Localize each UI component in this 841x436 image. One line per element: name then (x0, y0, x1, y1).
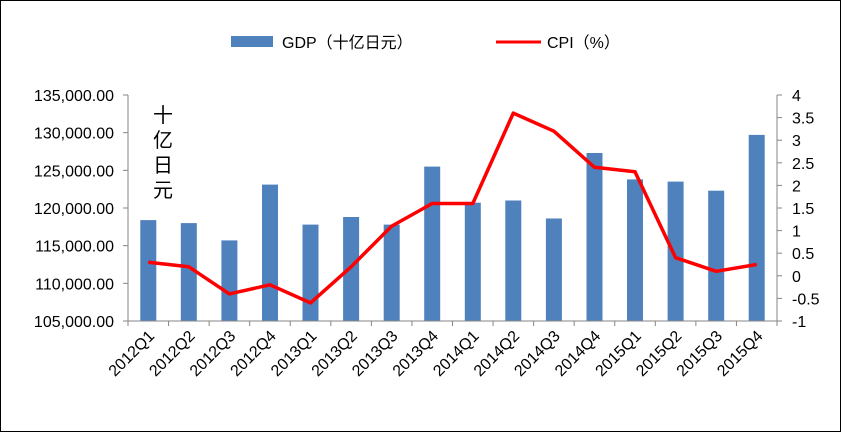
y-left-tick-label: 135,000.00 (34, 88, 114, 105)
gdp-bar (424, 166, 441, 321)
y-left-tick-label: 110,000.00 (35, 276, 114, 293)
gdp-bar (221, 240, 238, 321)
y-left-tick-label: 115,000.00 (35, 239, 114, 256)
cpi-line-group (148, 111, 757, 305)
y-right-tick-label: 3 (792, 133, 801, 150)
y-right-tick-label: 4 (792, 88, 801, 105)
y-right-tick-label: -0.5 (792, 291, 820, 308)
gdp-bar (708, 190, 725, 321)
legend: GDP（十亿日元） CPI（%） (231, 34, 620, 52)
y-left-tick-label: 130,000.00 (34, 126, 114, 143)
gdp-bar (140, 220, 157, 321)
y-right-tick-label: 3.5 (792, 111, 814, 128)
gdp-bar (180, 223, 197, 321)
y-right-tick-label: 2 (792, 178, 801, 195)
y-right-tick-label: 1.5 (792, 201, 814, 218)
gdp-bar (302, 224, 319, 321)
y-right-tick-label: 2.5 (792, 156, 814, 173)
y-right-tick-label: -1 (792, 314, 806, 331)
y-left-tick-label: 125,000.00 (34, 163, 114, 180)
gdp-bar (262, 184, 278, 321)
y-right-tick-label: 0.5 (792, 246, 814, 263)
unit-char: 亿 (153, 128, 173, 152)
legend-gdp-label: GDP（十亿日元） (282, 34, 413, 52)
legend-gdp-swatch (231, 36, 273, 47)
y-right-tick-label: 1 (792, 224, 801, 241)
y-right-tick-label: 0 (792, 269, 801, 286)
gdp-bar (627, 179, 643, 321)
gdp-bar (667, 181, 684, 321)
gdp-bar (505, 200, 522, 321)
gdp-bar (383, 224, 400, 321)
x-tick-label: 2015Q4 (714, 328, 766, 380)
unit-char: 元 (153, 178, 173, 202)
gdp-bar (464, 202, 481, 321)
cpi-line (148, 111, 757, 305)
y-left-tick-label: 120,000.00 (34, 201, 114, 218)
gdp-bar (545, 218, 562, 321)
legend-cpi-label: CPI（%） (547, 34, 620, 52)
unit-char: 日 (153, 153, 173, 177)
axes (123, 94, 782, 326)
gdp-bar (586, 153, 603, 321)
y-left-tick-label: 105,000.00 (34, 314, 114, 331)
gdp-bar (748, 134, 765, 321)
left-axis-unit-label: 十 亿 日 元 (153, 103, 173, 202)
unit-char: 十 (153, 103, 173, 127)
